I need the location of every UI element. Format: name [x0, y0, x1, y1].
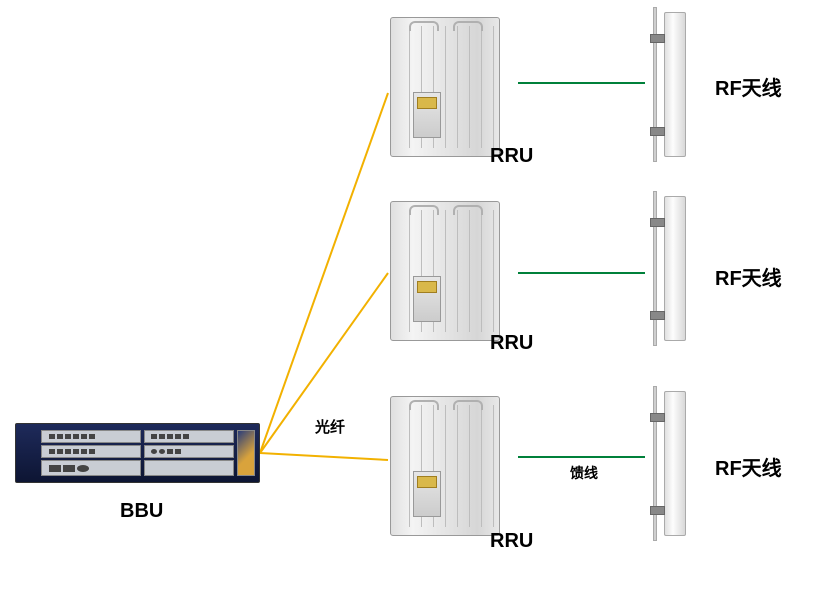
bbu-label: BBU	[120, 500, 163, 523]
bbu-device	[15, 423, 260, 483]
antenna-label-1: RF天线	[715, 72, 782, 101]
rru-device-2	[380, 196, 510, 346]
feeder-label: 馈线	[570, 463, 598, 483]
rf-antenna-2	[650, 196, 700, 341]
fiber-label: 光纤	[315, 416, 345, 437]
rf-antenna-3	[650, 391, 700, 536]
rru-label-2: RRU	[490, 332, 533, 355]
antenna-label-2: RF天线	[715, 262, 782, 291]
rf-antenna-1	[650, 12, 700, 157]
antenna-label-3: RF天线	[715, 452, 782, 481]
rru-label-1: RRU	[490, 145, 533, 168]
rru-device-3	[380, 391, 510, 541]
rru-label-3: RRU	[490, 530, 533, 553]
rru-device-1	[380, 12, 510, 162]
